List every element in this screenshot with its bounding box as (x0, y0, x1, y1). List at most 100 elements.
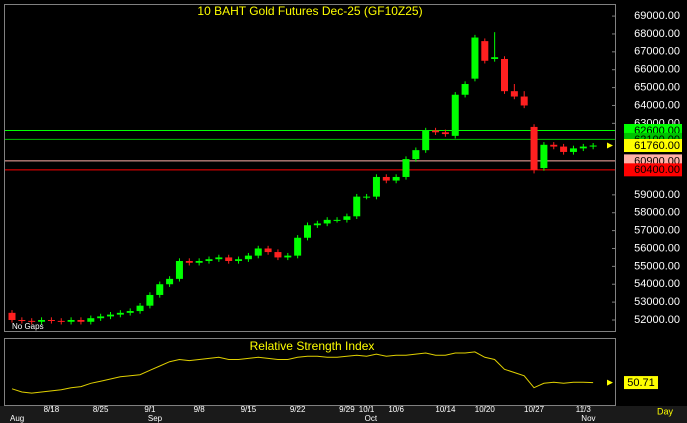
annotation: No Gaps (12, 322, 44, 331)
x-tick-label: 8/25 (93, 405, 109, 414)
x-tick-label: 9/1 (144, 405, 156, 414)
candle-body (343, 216, 351, 220)
candle-body (195, 260, 203, 263)
month-label: Nov (581, 414, 595, 423)
candle-body (166, 278, 174, 285)
candle-body (353, 196, 361, 217)
month-label: Oct (365, 414, 378, 423)
rsi-panel (4, 338, 616, 406)
y-tick-label: 57000.00 (634, 225, 680, 237)
y-tick-label: 68000.00 (634, 28, 680, 40)
candle-body (47, 319, 55, 321)
candle-body (175, 260, 183, 279)
candle-body (87, 318, 95, 322)
candle-body (481, 41, 489, 61)
x-tick-label: 9/22 (290, 405, 306, 414)
x-tick-label: 11/3 (576, 405, 592, 414)
candle-body (363, 196, 371, 198)
x-tick-label: 9/29 (339, 405, 355, 414)
candle-body (38, 319, 46, 322)
y-tick-label: 52000.00 (634, 314, 680, 326)
candle-body (77, 319, 85, 322)
candle-body (451, 94, 459, 136)
candle-body (28, 320, 36, 322)
candle-body (57, 320, 65, 322)
candle-body (530, 126, 538, 170)
candle-body (333, 219, 341, 221)
level-label-box (624, 163, 682, 177)
candle-body (432, 130, 440, 133)
candle-body (156, 284, 164, 295)
candle-body (402, 159, 410, 177)
candle-body (412, 150, 420, 160)
candle-body (569, 148, 577, 152)
y-tick-label: 63000.00 (634, 117, 680, 129)
candle-body (471, 37, 479, 79)
level-marker (607, 142, 613, 149)
level-label: 60400.00 (634, 164, 680, 176)
x-axis-strip (0, 406, 687, 423)
candle-body (18, 319, 26, 321)
candle-body (215, 257, 223, 260)
level-label: 61760.00 (634, 140, 680, 152)
candle-body (560, 146, 568, 152)
candle-body (8, 312, 16, 320)
candle-body (520, 96, 528, 106)
candle-body (540, 144, 548, 169)
x-tick-label: 10/27 (524, 405, 545, 414)
y-tick-label: 59000.00 (634, 189, 680, 201)
y-tick-label: 53000.00 (634, 296, 680, 308)
chart-title: 10 BAHT Gold Futures Dec-25 (GF10Z25) (197, 4, 422, 18)
y-tick-label: 58000.00 (634, 207, 680, 219)
y-tick-label: 55000.00 (634, 260, 680, 272)
candle-body (372, 176, 380, 197)
period-label: Day (657, 406, 674, 416)
x-tick-label: 9/15 (241, 405, 257, 414)
candle-body (146, 294, 154, 306)
x-tick-label: 10/1 (359, 405, 375, 414)
candle-body (550, 144, 558, 147)
rsi-value-label: 50.71 (627, 377, 655, 389)
candle-body (67, 319, 75, 322)
month-label: Sep (148, 414, 163, 423)
candle-body (235, 259, 243, 261)
x-tick-label: 8/18 (44, 405, 60, 414)
rsi-line (11, 351, 594, 394)
price-panel (4, 4, 616, 332)
candle-body (461, 84, 469, 95)
candle-body (441, 132, 449, 135)
y-tick-label: 54000.00 (634, 278, 680, 290)
candle-body (382, 176, 390, 181)
candle-body (274, 252, 282, 258)
rsi-marker (607, 379, 613, 386)
month-label: Aug (10, 414, 24, 423)
candle-body (304, 225, 311, 238)
candle-body (107, 314, 114, 317)
candle-body (205, 259, 213, 261)
candle-body (491, 57, 499, 59)
candle-body (313, 223, 321, 226)
y-tick-label: 65000.00 (634, 81, 680, 93)
candle-body (294, 237, 302, 256)
y-tick-label: 64000.00 (634, 99, 680, 111)
candle-body (126, 311, 134, 313)
candle-body (244, 255, 252, 260)
x-tick-label: 10/14 (435, 405, 456, 414)
candle-body (254, 248, 262, 256)
rsi-label-box (624, 376, 658, 390)
candle-body (323, 219, 331, 224)
candle-body (264, 248, 272, 253)
candle-body (185, 260, 193, 263)
candle-body (284, 255, 292, 258)
x-tick-label: 10/6 (388, 405, 404, 414)
candle-body (392, 176, 400, 181)
candle-body (422, 130, 430, 151)
candle-body (116, 312, 124, 315)
candle-body (579, 146, 587, 149)
level-label-box (624, 139, 682, 153)
x-tick-label: 9/8 (194, 405, 206, 414)
y-tick-label: 69000.00 (634, 10, 680, 22)
y-tick-label: 66000.00 (634, 64, 680, 76)
